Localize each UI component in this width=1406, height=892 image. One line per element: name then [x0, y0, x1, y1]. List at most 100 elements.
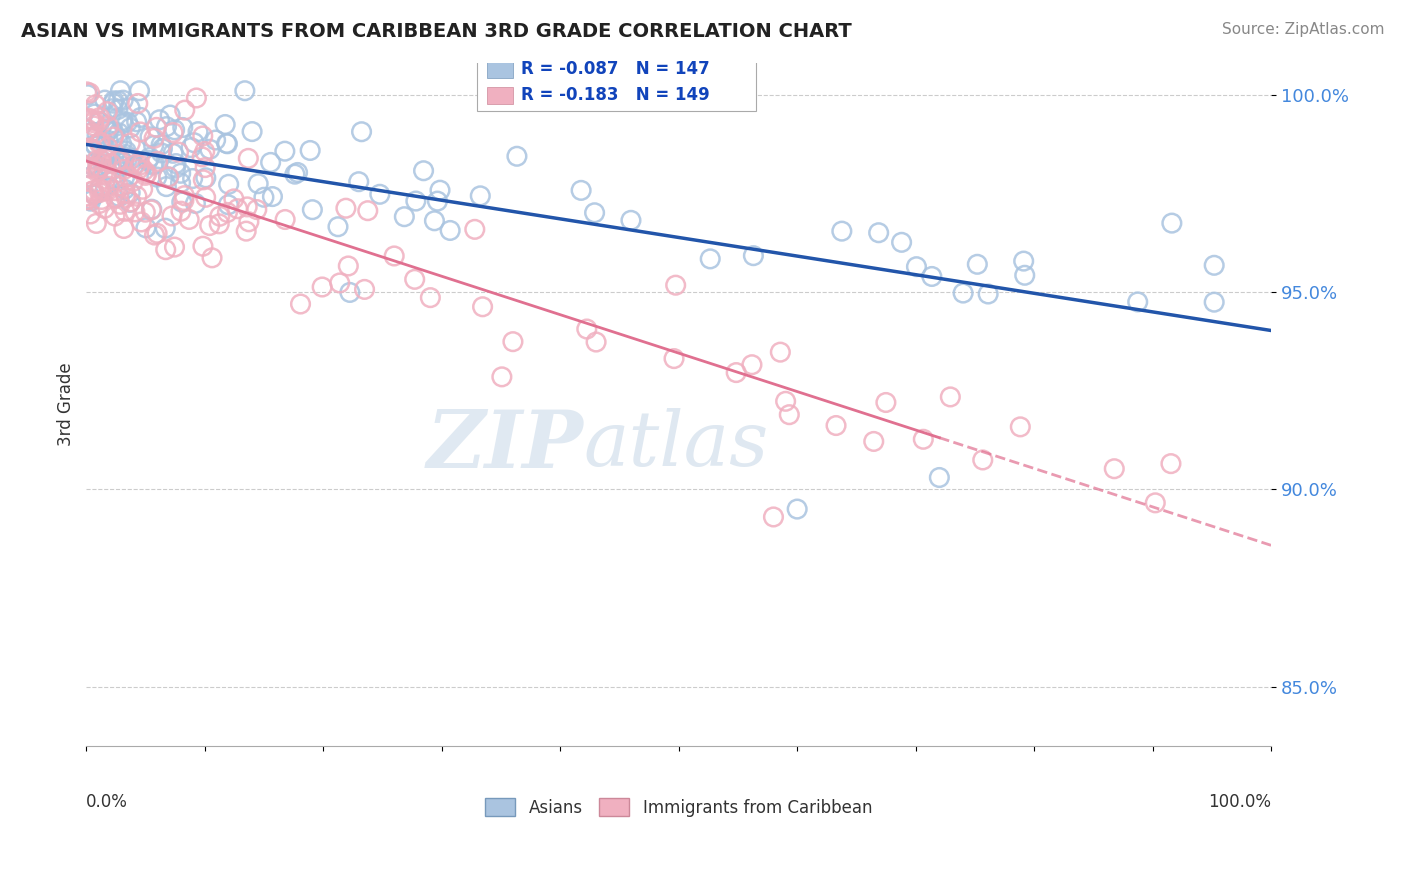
Point	[329, 276, 352, 290]
Point	[274, 212, 297, 227]
Point	[423, 214, 446, 228]
Point	[1204, 295, 1226, 310]
Point	[181, 171, 204, 186]
Point	[155, 179, 177, 194]
Point	[162, 146, 184, 161]
Point	[173, 188, 195, 202]
Point	[127, 96, 149, 111]
Point	[89, 135, 111, 149]
Point	[875, 395, 897, 409]
Point	[157, 169, 180, 184]
Point	[96, 153, 118, 167]
Point	[91, 167, 114, 181]
Point	[86, 216, 108, 230]
Point	[89, 114, 111, 128]
Point	[97, 121, 120, 136]
Point	[464, 222, 486, 236]
Point	[831, 224, 853, 238]
Point	[290, 297, 312, 311]
Text: ASIAN VS IMMIGRANTS FROM CARIBBEAN 3RD GRADE CORRELATION CHART: ASIAN VS IMMIGRANTS FROM CARIBBEAN 3RD G…	[21, 22, 852, 41]
Point	[79, 141, 101, 155]
Point	[110, 84, 132, 98]
Point	[921, 269, 943, 284]
Point	[105, 153, 128, 168]
Point	[86, 153, 108, 168]
Point	[194, 170, 217, 185]
Point	[262, 189, 284, 203]
Point	[233, 84, 256, 98]
Point	[120, 101, 142, 115]
Point	[89, 136, 111, 151]
Point	[79, 112, 101, 126]
Point	[104, 191, 127, 205]
Point	[972, 453, 994, 467]
Point	[170, 166, 193, 180]
Point	[83, 113, 105, 128]
Point	[167, 145, 190, 160]
Point	[287, 165, 309, 179]
Point	[194, 161, 217, 175]
Point	[80, 125, 103, 139]
Point	[222, 192, 245, 206]
Point	[583, 206, 606, 220]
Point	[180, 141, 202, 155]
Point	[162, 126, 184, 140]
Point	[80, 194, 103, 208]
Point	[405, 194, 427, 208]
Point	[108, 189, 131, 203]
Point	[339, 285, 361, 300]
Point	[742, 249, 765, 263]
Point	[129, 111, 152, 125]
Point	[128, 84, 150, 98]
Text: ZIP: ZIP	[427, 407, 583, 484]
Point	[108, 197, 131, 211]
Point	[112, 156, 135, 170]
Point	[155, 221, 177, 235]
Point	[75, 160, 97, 174]
Point	[235, 224, 257, 238]
Point	[419, 291, 441, 305]
Point	[83, 187, 105, 202]
Point	[194, 145, 217, 159]
Point	[97, 140, 120, 154]
Point	[201, 251, 224, 265]
Point	[912, 432, 935, 446]
Point	[326, 219, 349, 234]
FancyBboxPatch shape	[477, 53, 755, 111]
Point	[150, 145, 173, 160]
Point	[163, 240, 186, 254]
Point	[112, 93, 135, 107]
Point	[741, 358, 763, 372]
Point	[191, 150, 214, 164]
Point	[966, 257, 988, 271]
Point	[247, 177, 270, 191]
Point	[120, 195, 142, 210]
Point	[194, 190, 217, 204]
Point	[103, 130, 125, 145]
Point	[155, 243, 177, 257]
Point	[173, 103, 195, 117]
FancyBboxPatch shape	[486, 87, 513, 104]
Point	[575, 322, 598, 336]
Point	[1014, 268, 1036, 283]
Point	[502, 334, 524, 349]
Point	[620, 213, 643, 227]
Point	[429, 183, 451, 197]
Point	[786, 502, 808, 516]
Point	[96, 148, 118, 162]
Y-axis label: 3rd Grade: 3rd Grade	[58, 363, 75, 446]
Point	[152, 142, 174, 156]
Point	[238, 215, 260, 229]
Point	[139, 150, 162, 164]
Point	[187, 125, 209, 139]
Point	[1160, 216, 1182, 230]
Point	[238, 152, 260, 166]
Point	[87, 159, 110, 173]
Point	[142, 138, 165, 153]
Point	[301, 202, 323, 217]
Point	[114, 170, 136, 185]
Point	[337, 259, 360, 273]
Point	[114, 147, 136, 161]
Point	[112, 150, 135, 164]
Point	[89, 160, 111, 174]
